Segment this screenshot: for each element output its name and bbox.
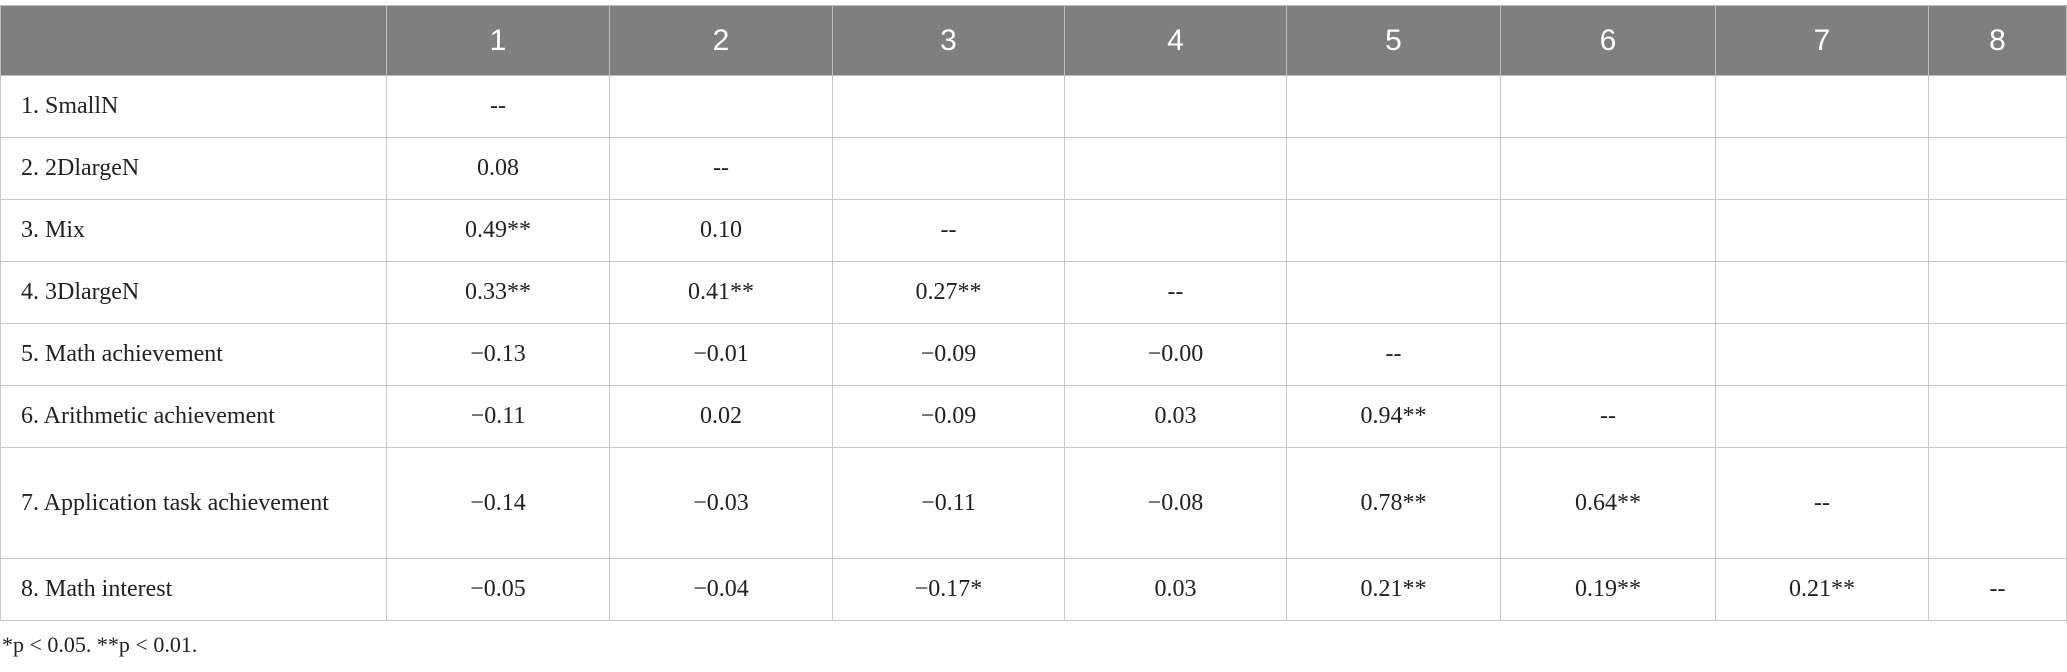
row-label: 4. 3DlargeN [0, 261, 387, 324]
table-cell [1500, 75, 1716, 138]
table-cell [1715, 75, 1929, 138]
table-cell [1928, 199, 2067, 262]
header-cell: 5 [1286, 5, 1501, 76]
table-cell: 0.10 [609, 199, 833, 262]
table-cell [609, 75, 833, 138]
table-cell: −0.00 [1064, 323, 1287, 386]
table-row: 2. 2DlargeN 0.08 -- [0, 137, 2067, 200]
footnote: *p < 0.05. **p < 0.01. [2, 632, 198, 657]
table-cell: -- [1715, 447, 1929, 559]
table-cell: -- [832, 199, 1065, 262]
table-cell: -- [1928, 558, 2067, 621]
table-cell [1715, 261, 1929, 324]
row-label: 8. Math interest [0, 558, 387, 621]
table-cell [1715, 385, 1929, 448]
table-cell: −0.13 [386, 323, 610, 386]
header-cell: 4 [1064, 5, 1287, 76]
table-cell [1928, 385, 2067, 448]
table-cell [1928, 75, 2067, 138]
header-cell: 8 [1928, 5, 2067, 76]
table-cell: −0.11 [386, 385, 610, 448]
table-cell: -- [609, 137, 833, 200]
table-cell [1286, 261, 1501, 324]
table-body: 1. SmallN -- 2. 2DlargeN 0.08 -- 3. Mix 0.49**… [0, 75, 2067, 621]
table-cell: 0.41** [609, 261, 833, 324]
table-cell: −0.08 [1064, 447, 1287, 559]
table-row: 5. Math achievement −0.13 −0.01 −0.09 −0.00-… [0, 323, 2067, 386]
table-cell [1715, 199, 1929, 262]
row-label: 6. Arithmetic achievement [0, 385, 387, 448]
table-cell [1500, 323, 1716, 386]
table-cell [1500, 137, 1716, 200]
row-label: 3. Mix [0, 199, 387, 262]
table-cell [1286, 75, 1501, 138]
table-cell: −0.09 [832, 385, 1065, 448]
table-cell: −0.03 [609, 447, 833, 559]
table-row: 1. SmallN -- [0, 75, 2067, 138]
table-row: 6. Arithmetic achievement −0.11 0.02 −0.09 0… [0, 385, 2067, 448]
table-cell: −0.14 [386, 447, 610, 559]
table-cell: 0.02 [609, 385, 833, 448]
table-cell [1715, 323, 1929, 386]
table-cell [832, 137, 1065, 200]
table-cell: −0.05 [386, 558, 610, 621]
table-row: 8. Math interest −0.05 −0.04 −0.17* 0.03 0.21… [0, 558, 2067, 621]
header-cell: 1 [386, 5, 610, 76]
row-label: 5. Math achievement [0, 323, 387, 386]
table-cell: 0.19** [1500, 558, 1716, 621]
table-cell [1928, 261, 2067, 324]
row-label: 1. SmallN [0, 75, 387, 138]
table-cell [1286, 137, 1501, 200]
table-cell: 0.33** [386, 261, 610, 324]
row-label: 7. Application task achievement [0, 447, 387, 559]
table-cell: 0.03 [1064, 385, 1287, 448]
table-cell [1064, 75, 1287, 138]
table-cell [1500, 199, 1716, 262]
table-cell [1500, 261, 1716, 324]
header-cell: 3 [832, 5, 1065, 76]
table-cell: −0.17* [832, 558, 1065, 621]
table-cell: 0.94** [1286, 385, 1501, 448]
table-cell [1928, 323, 2067, 386]
table-cell: 0.49** [386, 199, 610, 262]
table-cell: 0.03 [1064, 558, 1287, 621]
table-cell: 0.08 [386, 137, 610, 200]
table-cell [1715, 137, 1929, 200]
table-cell: -- [1500, 385, 1716, 448]
table-cell [1928, 137, 2067, 200]
table-cell: 0.27** [832, 261, 1065, 324]
table-cell: 0.21** [1715, 558, 1929, 621]
table-cell [1064, 199, 1287, 262]
table-cell: -- [1286, 323, 1501, 386]
table-cell [1928, 447, 2067, 559]
table-cell: 0.21** [1286, 558, 1501, 621]
table-cell: −0.01 [609, 323, 833, 386]
table-cell: −0.04 [609, 558, 833, 621]
table-row: 3. Mix 0.49** 0.10 -- [0, 199, 2067, 262]
header-cell: 2 [609, 5, 833, 76]
table-cell: -- [386, 75, 610, 138]
table-cell: −0.11 [832, 447, 1065, 559]
table-cell: -- [1064, 261, 1287, 324]
table-row: 7. Application task achievement −0.14 −0.0… [0, 447, 2067, 559]
table-cell: 0.64** [1500, 447, 1716, 559]
header-cell: 6 [1500, 5, 1716, 76]
table-row: 4. 3DlargeN 0.33** 0.41** 0.27** -- [0, 261, 2067, 324]
table-cell: −0.09 [832, 323, 1065, 386]
table-cell [832, 75, 1065, 138]
table-cell [1286, 199, 1501, 262]
table-cell [1064, 137, 1287, 200]
header-cell: 7 [1715, 5, 1929, 76]
row-label: 2. 2DlargeN [0, 137, 387, 200]
table-cell: 0.78** [1286, 447, 1501, 559]
header-cell [0, 5, 387, 76]
